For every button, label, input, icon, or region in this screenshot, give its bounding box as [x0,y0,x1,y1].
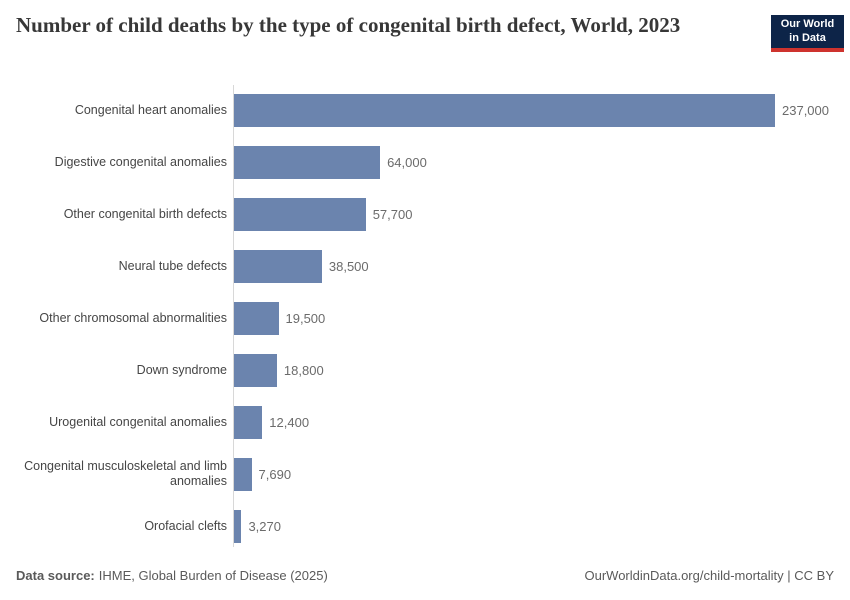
chart-title: Number of child deaths by the type of co… [16,13,681,37]
value-label: 7,690 [258,466,292,482]
category-label: Urogenital congenital anomalies [49,414,227,429]
bar[interactable] [234,249,322,283]
data-source-label: Data source: [16,568,95,583]
category-label: Congenital musculoskeletal and limb anom… [24,459,227,488]
value-label: 57,700 [372,206,413,222]
owid-logo: Our World in Data [771,15,844,52]
bar[interactable] [234,353,277,387]
value-label: 3,270 [248,518,281,534]
chart-footer: Data source: IHME, Global Burden of Disea… [16,568,834,583]
chart-row: Other congenital birth defects 57,700 [16,188,834,240]
bar-zone: 7,690 [234,457,834,491]
bar[interactable] [234,509,242,543]
bar-zone: 57,700 [234,197,834,231]
bar-zone: 19,500 [234,301,834,335]
chart-row: Neural tube defects 38,500 [16,240,834,292]
bar[interactable] [234,301,279,335]
chart-rows: Congenital heart anomalies 237,000 Digesti… [16,84,834,552]
value-label: 19,500 [285,310,326,326]
bar-zone: 18,800 [234,353,834,387]
y-axis-line [233,85,234,547]
owid-logo-line2: in Data [789,31,826,44]
chart-row: Congenital musculoskeletal and limb anom… [16,448,834,500]
value-label: 12,400 [269,414,310,430]
chart-row: Orofacial clefts 3,270 [16,500,834,552]
bar[interactable] [234,457,252,491]
data-source: Data source: IHME, Global Burden of Disea… [16,568,328,583]
value-label: 38,500 [328,258,369,274]
category-label: Digestive congenital anomalies [54,154,227,169]
value-label: 64,000 [387,154,427,170]
chart-row: Down syndrome 18,800 [16,344,834,396]
category-label: Down syndrome [136,362,227,377]
category-label: Neural tube defects [118,258,227,273]
bar-zone: 38,500 [234,249,834,283]
category-label: Congenital heart anomalies [74,102,227,117]
bar-chart: Congenital heart anomalies 237,000 Digesti… [16,84,834,552]
bar-zone: 237,000 [234,93,834,127]
value-label: 18,800 [283,362,324,378]
owid-logo-box: Our World in Data [771,15,844,48]
category-label: Other chromosomal abnormalities [39,310,227,325]
bar[interactable] [234,405,263,439]
bar[interactable] [234,145,381,179]
owid-logo-line1: Our World [780,18,835,30]
chart-row: Other chromosomal abnormalities 19,500 [16,292,834,344]
chart-row: Digestive congenital anomalies 64,000 [16,136,834,188]
bar-zone: 3,270 [234,509,834,543]
attribution-link[interactable]: OurWorldinData.org/child-mortality | CC … [584,568,835,583]
owid-logo-red-bar [771,48,844,52]
bar-zone: 64,000 [234,145,834,179]
bar[interactable] [234,93,775,127]
category-label: Orofacial clefts [144,518,227,533]
chart-row: Congenital heart anomalies 237,000 [16,84,834,136]
bar[interactable] [234,197,366,231]
data-source-text: IHME, Global Burden of Disease (2025) [98,568,328,583]
chart-row: Urogenital congenital anomalies 12,400 [16,396,834,448]
category-label: Other congenital birth defects [63,206,227,221]
value-label: 237,000 [782,102,829,118]
bar-zone: 12,400 [234,405,834,439]
